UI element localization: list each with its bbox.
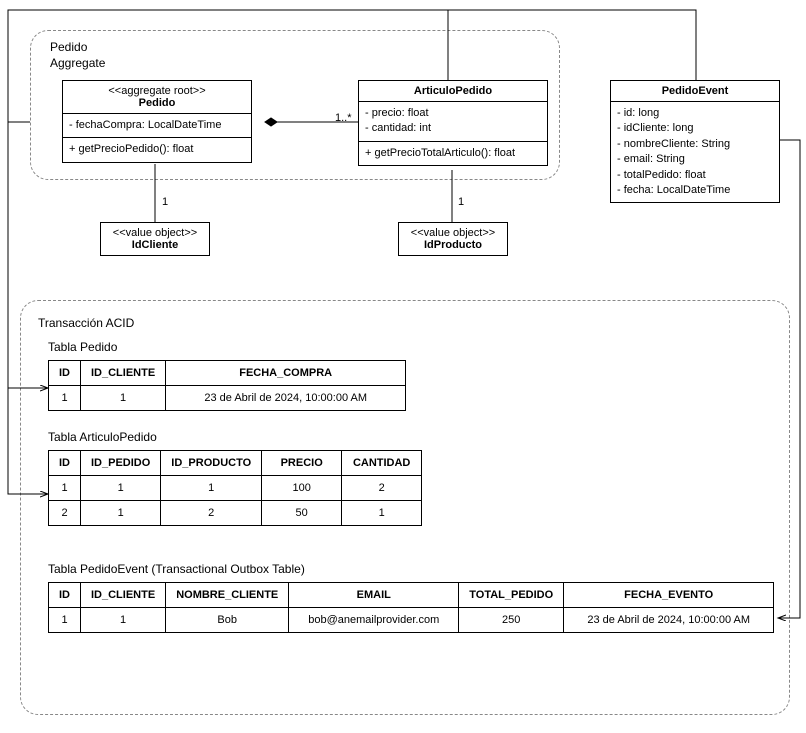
table-cell: 1 bbox=[81, 608, 166, 633]
mult-one-b: 1 bbox=[458, 196, 464, 208]
tabla-event-label: Tabla PedidoEvent (Transactional Outbox … bbox=[48, 562, 305, 576]
uml-line: - fecha: LocalDateTime bbox=[617, 183, 773, 198]
table-header: NOMBRE_CLIENTE bbox=[166, 583, 289, 608]
id-cliente-stereotype: <<value object>> bbox=[109, 227, 201, 239]
pedido-ops: + getPrecioPedido(): float bbox=[63, 138, 251, 161]
uml-line: - idCliente: long bbox=[617, 121, 773, 136]
uml-line: - nombreCliente: String bbox=[617, 137, 773, 152]
mult-one-star: 1..* bbox=[335, 112, 352, 124]
aggregate-label: Pedido Aggregate bbox=[50, 40, 105, 71]
table-cell: 50 bbox=[262, 501, 342, 526]
id-cliente-name: IdCliente bbox=[109, 239, 201, 251]
table-cell: 100 bbox=[262, 476, 342, 501]
uml-articulo: ArticuloPedido - precio: float- cantidad… bbox=[358, 80, 548, 166]
pedido-name: Pedido bbox=[69, 97, 245, 109]
table-cell: 1 bbox=[342, 501, 422, 526]
table-header: EMAIL bbox=[289, 583, 459, 608]
tabla-articulo-label: Tabla ArticuloPedido bbox=[48, 430, 157, 444]
tabla-pedido-label: Tabla Pedido bbox=[48, 340, 117, 354]
articulo-name: ArticuloPedido bbox=[365, 85, 541, 97]
table-row: 1123 de Abril de 2024, 10:00:00 AM bbox=[49, 386, 406, 411]
table-cell: 23 de Abril de 2024, 10:00:00 AM bbox=[564, 608, 774, 633]
table-header: FECHA_COMPRA bbox=[166, 361, 406, 386]
table-header: FECHA_EVENTO bbox=[564, 583, 774, 608]
table-header: ID_PEDIDO bbox=[81, 451, 161, 476]
table-header: ID bbox=[49, 451, 81, 476]
pedido-event-attrs: - id: long- idCliente: long- nombreClien… bbox=[611, 102, 779, 202]
uml-pedido: <<aggregate root>> Pedido - fechaCompra:… bbox=[62, 80, 252, 163]
tabla-event: IDID_CLIENTENOMBRE_CLIENTEEMAILTOTAL_PED… bbox=[48, 582, 774, 633]
tabla-articulo: IDID_PEDIDOID_PRODUCTOPRECIOCANTIDAD1111… bbox=[48, 450, 422, 526]
mult-one-a: 1 bbox=[162, 196, 168, 208]
uml-pedido-event: PedidoEvent - id: long- idCliente: long-… bbox=[610, 80, 780, 203]
table-row: 1111002 bbox=[49, 476, 422, 501]
table-cell: Bob bbox=[166, 608, 289, 633]
table-cell: 1 bbox=[81, 476, 161, 501]
table-cell: 250 bbox=[459, 608, 564, 633]
uml-id-producto: <<value object>> IdProducto bbox=[398, 222, 508, 256]
uml-line: + getPrecioPedido(): float bbox=[69, 142, 245, 157]
table-cell: 1 bbox=[81, 386, 166, 411]
table-row: 212501 bbox=[49, 501, 422, 526]
table-cell: 2 bbox=[342, 476, 422, 501]
table-cell: 2 bbox=[161, 501, 262, 526]
uml-line: - totalPedido: float bbox=[617, 168, 773, 183]
acid-label: Transacción ACID bbox=[38, 316, 134, 332]
uml-id-cliente: <<value object>> IdCliente bbox=[100, 222, 210, 256]
table-cell: 1 bbox=[161, 476, 262, 501]
id-producto-name: IdProducto bbox=[407, 239, 499, 251]
table-cell: 2 bbox=[49, 501, 81, 526]
table-cell: 1 bbox=[81, 501, 161, 526]
articulo-ops: + getPrecioTotalArticulo(): float bbox=[359, 142, 547, 165]
pedido-attrs: - fechaCompra: LocalDateTime bbox=[63, 114, 251, 138]
articulo-attrs: - precio: float- cantidad: int bbox=[359, 102, 547, 142]
tabla-pedido: IDID_CLIENTEFECHA_COMPRA1123 de Abril de… bbox=[48, 360, 406, 411]
uml-line: - email: String bbox=[617, 152, 773, 167]
table-header: ID_CLIENTE bbox=[81, 361, 166, 386]
table-cell: 1 bbox=[49, 386, 81, 411]
uml-line: - fechaCompra: LocalDateTime bbox=[69, 118, 245, 133]
aggregate-label-line2: Aggregate bbox=[50, 56, 105, 70]
pedido-stereotype: <<aggregate root>> bbox=[69, 85, 245, 97]
uml-line: - precio: float bbox=[365, 106, 541, 121]
table-cell: 1 bbox=[49, 608, 81, 633]
table-header: TOTAL_PEDIDO bbox=[459, 583, 564, 608]
table-header: CANTIDAD bbox=[342, 451, 422, 476]
uml-line: - id: long bbox=[617, 106, 773, 121]
table-cell: 23 de Abril de 2024, 10:00:00 AM bbox=[166, 386, 406, 411]
table-header: ID bbox=[49, 583, 81, 608]
diagram-canvas: Pedido Aggregate <<aggregate root>> Pedi… bbox=[0, 0, 806, 733]
table-header: PRECIO bbox=[262, 451, 342, 476]
table-row: 11Bobbob@anemailprovider.com25023 de Abr… bbox=[49, 608, 774, 633]
table-header: ID bbox=[49, 361, 81, 386]
table-cell: 1 bbox=[49, 476, 81, 501]
uml-line: + getPrecioTotalArticulo(): float bbox=[365, 146, 541, 161]
pedido-event-name: PedidoEvent bbox=[617, 85, 773, 97]
table-cell: bob@anemailprovider.com bbox=[289, 608, 459, 633]
table-header: ID_PRODUCTO bbox=[161, 451, 262, 476]
uml-line: - cantidad: int bbox=[365, 121, 541, 136]
table-header: ID_CLIENTE bbox=[81, 583, 166, 608]
aggregate-label-line1: Pedido bbox=[50, 40, 87, 54]
id-producto-stereotype: <<value object>> bbox=[407, 227, 499, 239]
